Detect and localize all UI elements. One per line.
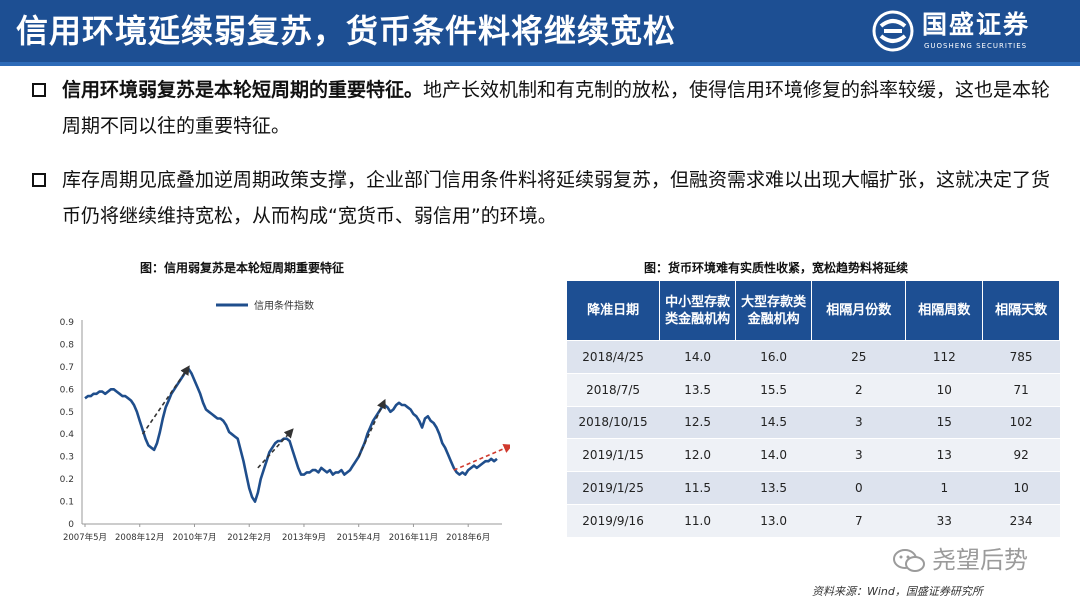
- header-cell: 大型存款类金融机构: [735, 280, 813, 341]
- x-tick-label: 2010年7月: [172, 532, 216, 543]
- bullet-point-2: 库存周期见底叠加逆周期政策支撑，企业部门信用条件料将延续弱复苏，但融资需求难以出…: [32, 162, 1062, 234]
- table-cell: 92: [982, 438, 1060, 473]
- table-cell: 13: [905, 438, 983, 473]
- table-cell: 0: [811, 471, 906, 505]
- y-tick-label: 0.4: [60, 430, 75, 440]
- chart-caption: 图：信用弱复苏是本轮短周期重要特征: [140, 261, 345, 275]
- y-tick-label: 0.7: [60, 363, 74, 373]
- bullet-body-text-1: 地产长效机制和有克制的放松，使得信用环境修复的斜率较缓，这也是本轮周期不同以往的…: [62, 79, 1051, 137]
- bullet-text-1: 信用环境弱复苏是本轮短周期的重要特征。地产长效机制和有克制的放松，使得信用环境修…: [32, 72, 1062, 144]
- x-tick-label: 2015年4月: [337, 532, 381, 543]
- table-cell: 12.0: [659, 438, 736, 473]
- watermark-text: 尧望后势: [932, 546, 1028, 574]
- rrr-cut-table: 降准日期 中小型存款类金融机构 大型存款类金融机构 相隔月份数 相隔周数 相隔天…: [565, 280, 1060, 538]
- y-tick-label: 0.2: [60, 475, 74, 485]
- logo-text: 国盛证券: [922, 10, 1031, 39]
- table-cell: 15: [905, 406, 983, 440]
- table-row: 2019/1/15 12.0 14.0 3 13 92: [566, 438, 1060, 473]
- header-bar: 信用环境延续弱复苏，货币条件料将继续宽松 国盛证券 GUOSHENG SECUR…: [0, 0, 1080, 62]
- header-cell: 相隔天数: [982, 280, 1060, 341]
- slide-title: 信用环境延续弱复苏，货币条件料将继续宽松: [16, 12, 677, 50]
- credit-condition-line-chart: 0 0.1 0.2 0.3 0.4 0.5 0.6 0.7 0.8 0.9 2007年5月 2008年…: [60, 299, 510, 543]
- x-tick-label: 2012年2月: [227, 532, 271, 543]
- table-cell: 234: [982, 504, 1060, 538]
- table-row: 2018/7/5 13.5 15.5 2 10 71: [566, 373, 1060, 407]
- table-cell: 14.5: [735, 406, 812, 440]
- table-cell: 2: [811, 373, 906, 407]
- table-cell: 3: [811, 406, 906, 440]
- wechat-icon: [893, 549, 925, 572]
- company-logo: 国盛证券 GUOSHENG SECURITIES: [872, 8, 1072, 56]
- table-cell: 12.5: [659, 406, 736, 440]
- trend-arrow: [453, 444, 510, 471]
- table-cell: 14.0: [735, 438, 812, 473]
- table-cell: 102: [982, 406, 1060, 440]
- y-tick-label: 0: [68, 520, 74, 530]
- table-cell: 2019/1/25: [566, 471, 660, 505]
- bullet-point-1: 信用环境弱复苏是本轮短周期的重要特征。地产长效机制和有克制的放松，使得信用环境修…: [32, 72, 1062, 144]
- table-cell: 13.0: [735, 504, 812, 538]
- table-row: 2019/1/25 11.5 13.5 0 1 10: [566, 471, 1060, 505]
- table-row: 2018/4/25 14.0 16.0 25 112 785: [566, 340, 1060, 374]
- header-cell: 中小型存款类金融机构: [659, 280, 737, 341]
- table-cell: 7: [811, 504, 906, 538]
- x-tick-label: 2008年12月: [115, 532, 164, 543]
- logo-subtitle: GUOSHENG SECURITIES: [924, 42, 1028, 50]
- bullet-strong-text-1: 信用环境弱复苏是本轮短周期的重要特征。: [62, 79, 424, 101]
- table-cell: 2018/7/5: [566, 373, 660, 407]
- table-cell: 10: [982, 471, 1060, 505]
- table-cell: 785: [982, 340, 1060, 374]
- legend-label: 信用条件指数: [254, 299, 314, 312]
- table-header-row: 降准日期 中小型存款类金融机构 大型存款类金融机构 相隔月份数 相隔周数 相隔天…: [565, 280, 1060, 341]
- header-cell: 相隔周数: [905, 280, 984, 341]
- bullet-square-icon: [32, 83, 46, 97]
- bullet-body-text-2: 库存周期见底叠加逆周期政策支撑，企业部门信用条件料将延续弱复苏，但融资需求难以出…: [62, 169, 1051, 227]
- table-cell: 16.0: [735, 340, 812, 374]
- table-cell: 14.0: [659, 340, 736, 374]
- x-tick-label: 2007年5月: [63, 532, 107, 543]
- x-tick-label: 2016年11月: [389, 532, 438, 543]
- y-tick-label: 0.3: [60, 453, 74, 463]
- table-cell: 10: [905, 373, 983, 407]
- table-cell: 2018/4/25: [566, 340, 660, 374]
- y-tick-label: 0.6: [60, 385, 75, 395]
- header-stripe: [0, 62, 1080, 66]
- table-cell: 3: [811, 438, 906, 473]
- table-cell: 13.5: [735, 471, 812, 505]
- table-row: 2018/10/15 12.5 14.5 3 15 102: [566, 406, 1060, 440]
- guosheng-logo-icon: [872, 10, 914, 52]
- table-caption: 图：货币环境难有实质性收紧，宽松趋势料将延续: [644, 261, 909, 275]
- trend-arrow: [257, 428, 294, 469]
- y-tick-label: 0.5: [60, 408, 74, 418]
- table-cell: 2019/9/16: [566, 504, 660, 538]
- source-note: 资料来源：Wind，国盛证券研究所: [812, 585, 983, 598]
- trend-arrow: [357, 398, 386, 458]
- table-cell: 33: [905, 504, 983, 538]
- header-cell: 降准日期: [565, 280, 661, 341]
- wechat-watermark: 尧望后势: [892, 544, 1072, 578]
- y-tick-label: 0.9: [60, 318, 75, 328]
- credit-index-series-line: [84, 367, 498, 503]
- table-cell: 1: [905, 471, 983, 505]
- bullet-text-2: 库存周期见底叠加逆周期政策支撑，企业部门信用条件料将延续弱复苏，但融资需求难以出…: [32, 162, 1062, 234]
- y-tick-label: 0.1: [60, 498, 74, 508]
- table-cell: 11.0: [659, 504, 736, 538]
- x-tick-label: 2018年6月: [446, 532, 490, 543]
- table-row: 2019/9/16 11.0 13.0 7 33 234: [566, 504, 1060, 538]
- table-cell: 15.5: [735, 373, 812, 407]
- bullet-square-icon: [32, 173, 46, 187]
- header-cell: 相隔月份数: [811, 280, 907, 341]
- table-cell: 2018/10/15: [566, 406, 660, 440]
- x-tick-label: 2013年9月: [282, 532, 326, 543]
- table-cell: 2019/1/15: [566, 438, 660, 473]
- table-cell: 71: [982, 373, 1060, 407]
- table-cell: 25: [811, 340, 906, 374]
- table-cell: 11.5: [659, 471, 736, 505]
- y-tick-label: 0.8: [60, 340, 75, 350]
- table-cell: 13.5: [659, 373, 736, 407]
- table-cell: 112: [905, 340, 983, 374]
